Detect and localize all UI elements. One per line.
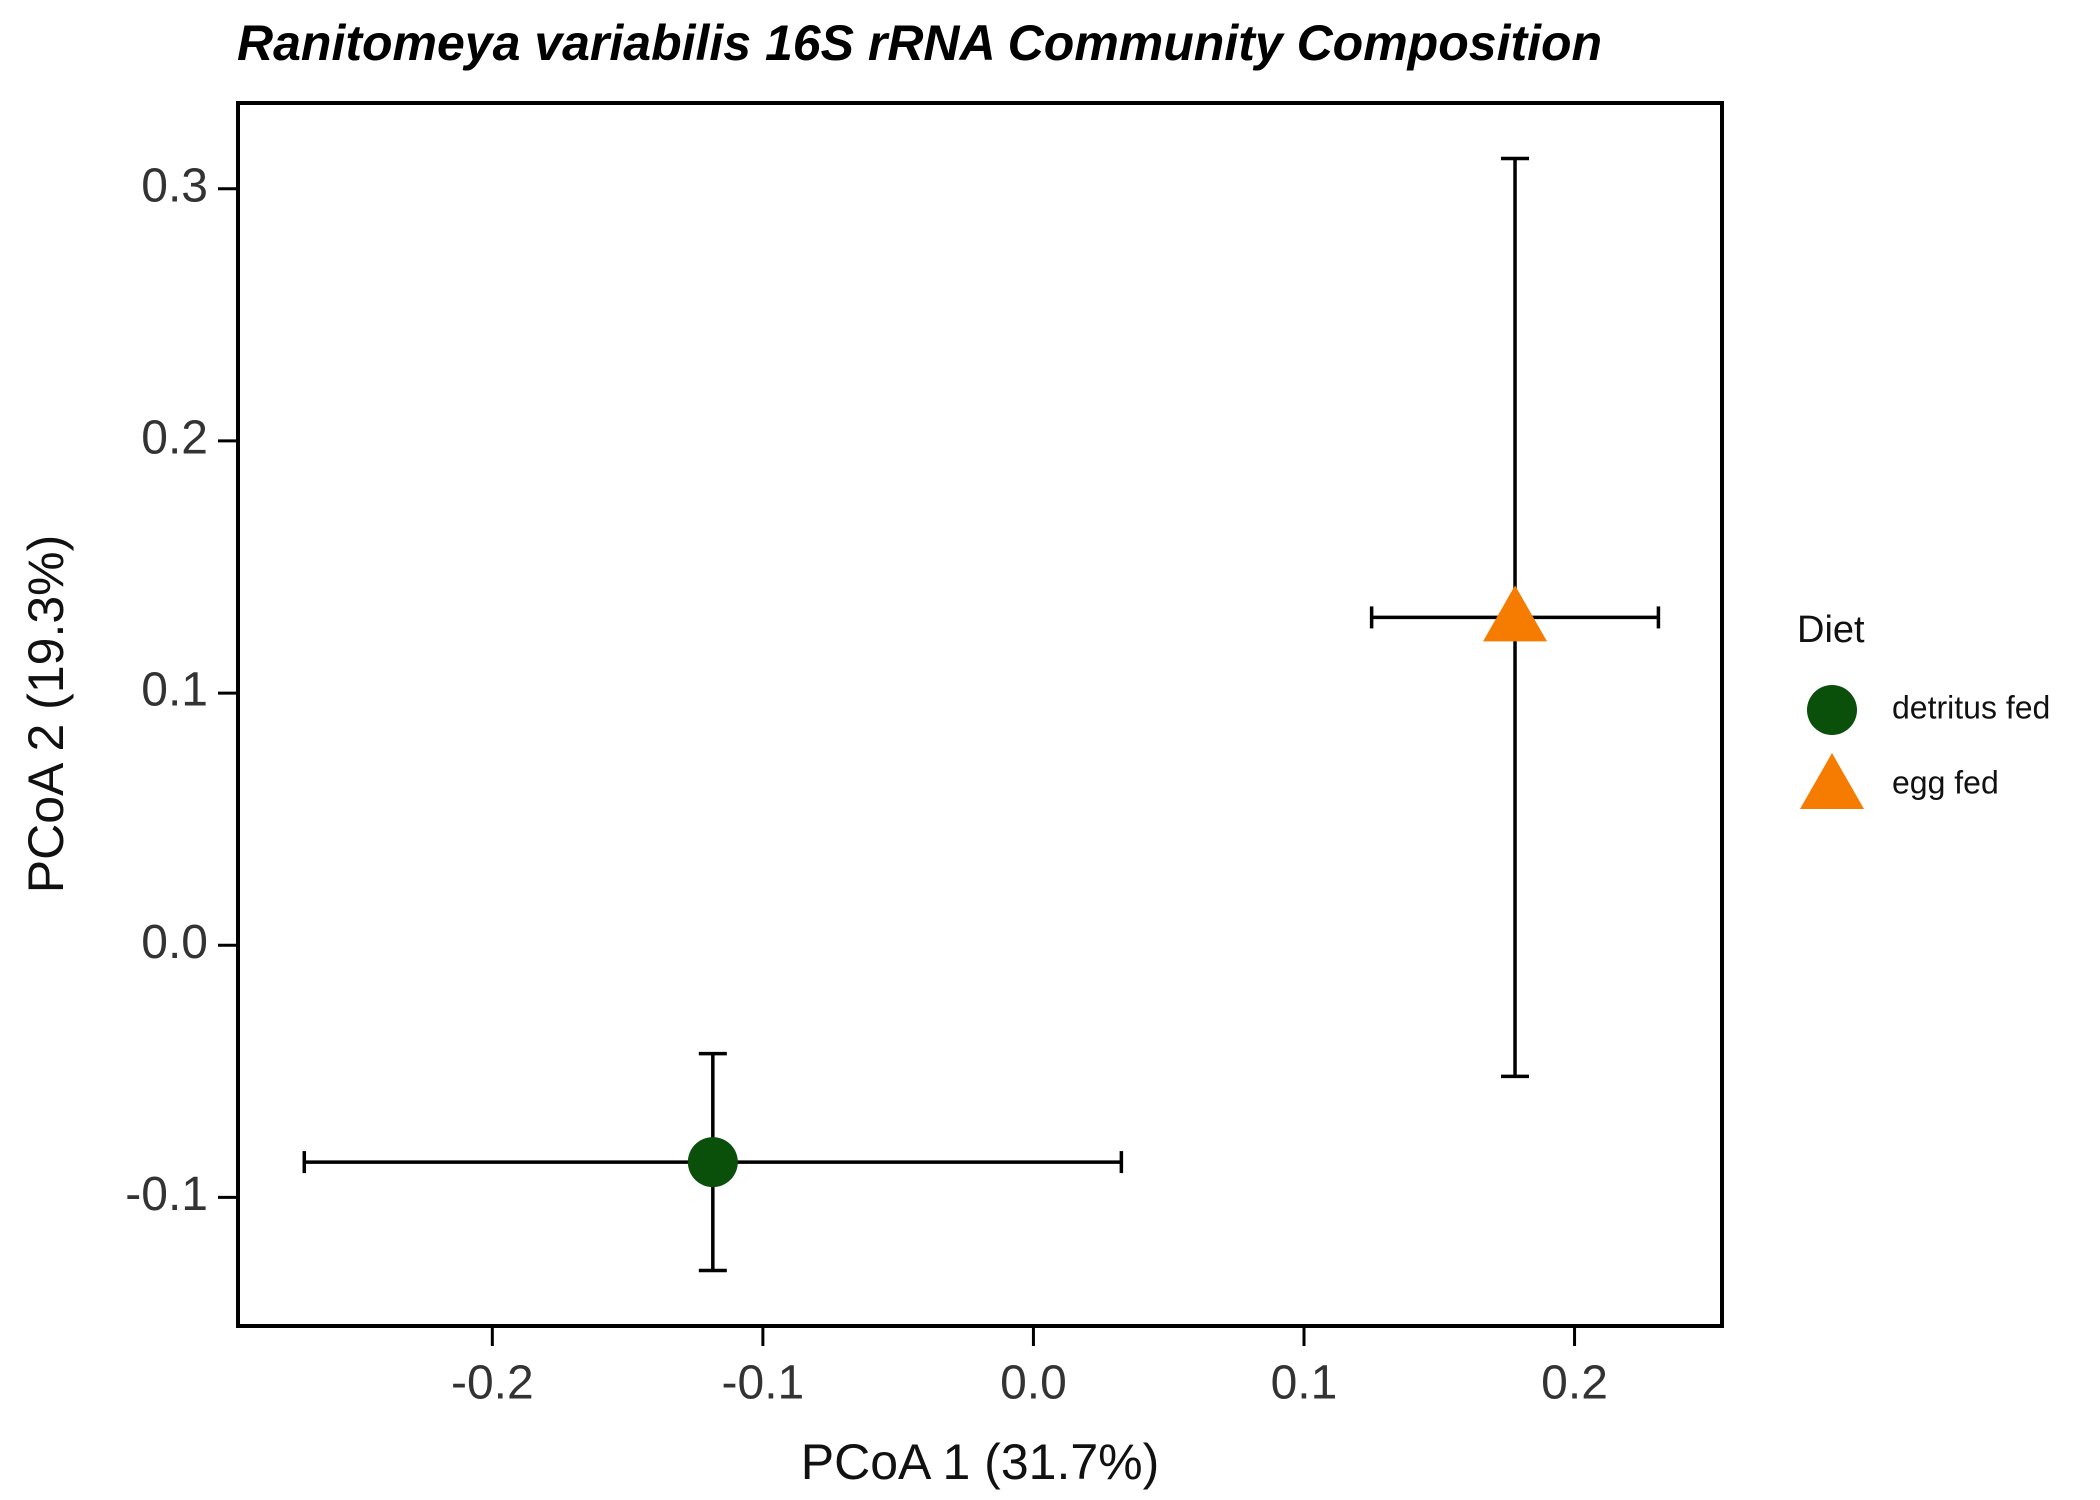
legend-label: egg fed [1892,764,1999,800]
y-tick-label: 0.0 [141,916,208,969]
x-axis-title: PCoA 1 (31.7%) [801,1434,1160,1490]
x-tick-label: 0.1 [1271,1357,1338,1410]
x-tick-label: 0.2 [1541,1357,1608,1410]
y-tick-label: -0.1 [125,1168,208,1221]
legend-title: Diet [1797,609,1865,651]
point [1483,585,1548,642]
x-tick-label: -0.1 [722,1357,805,1410]
y-tick-label: 0.1 [141,664,208,717]
chart-title: Ranitomeya variabilis 16S rRNA Community… [237,15,1602,71]
x-tick-label: -0.2 [451,1357,534,1410]
point [687,1137,738,1188]
y-tick-label: 0.2 [141,412,208,465]
plot-frame [236,101,1724,1328]
legend-symbol [1807,685,1857,735]
y-tick-label: 0.3 [141,159,208,212]
y-axis-title: PCoA 2 (19.3%) [18,535,74,894]
x-tick-label: 0.0 [1000,1357,1067,1410]
legend-symbol [1800,753,1864,809]
legend-label: detritus fed [1892,689,2050,725]
